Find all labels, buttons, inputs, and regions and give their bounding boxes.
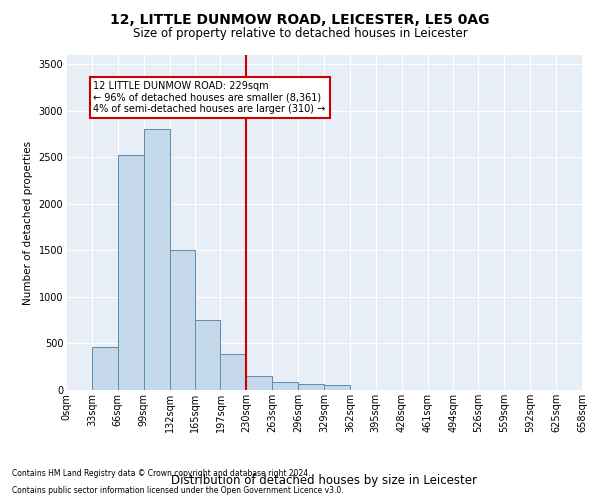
Bar — [143, 130, 170, 390]
Text: 12 LITTLE DUNMOW ROAD: 229sqm
← 96% of detached houses are smaller (8,361)
4% of: 12 LITTLE DUNMOW ROAD: 229sqm ← 96% of d… — [94, 81, 326, 114]
Bar — [324, 386, 350, 390]
Bar — [272, 382, 298, 390]
Y-axis label: Number of detached properties: Number of detached properties — [23, 140, 33, 304]
Text: Contains HM Land Registry data © Crown copyright and database right 2024.: Contains HM Land Registry data © Crown c… — [12, 468, 311, 477]
Bar — [247, 376, 272, 390]
Bar — [220, 354, 247, 390]
Text: Size of property relative to detached houses in Leicester: Size of property relative to detached ho… — [133, 28, 467, 40]
Bar — [298, 384, 324, 390]
Text: Contains public sector information licensed under the Open Government Licence v3: Contains public sector information licen… — [12, 486, 344, 495]
Bar — [196, 320, 220, 390]
Bar — [92, 347, 118, 390]
Bar — [170, 250, 196, 390]
Text: 12, LITTLE DUNMOW ROAD, LEICESTER, LE5 0AG: 12, LITTLE DUNMOW ROAD, LEICESTER, LE5 0… — [110, 12, 490, 26]
Bar — [118, 154, 143, 390]
X-axis label: Distribution of detached houses by size in Leicester: Distribution of detached houses by size … — [171, 474, 477, 487]
